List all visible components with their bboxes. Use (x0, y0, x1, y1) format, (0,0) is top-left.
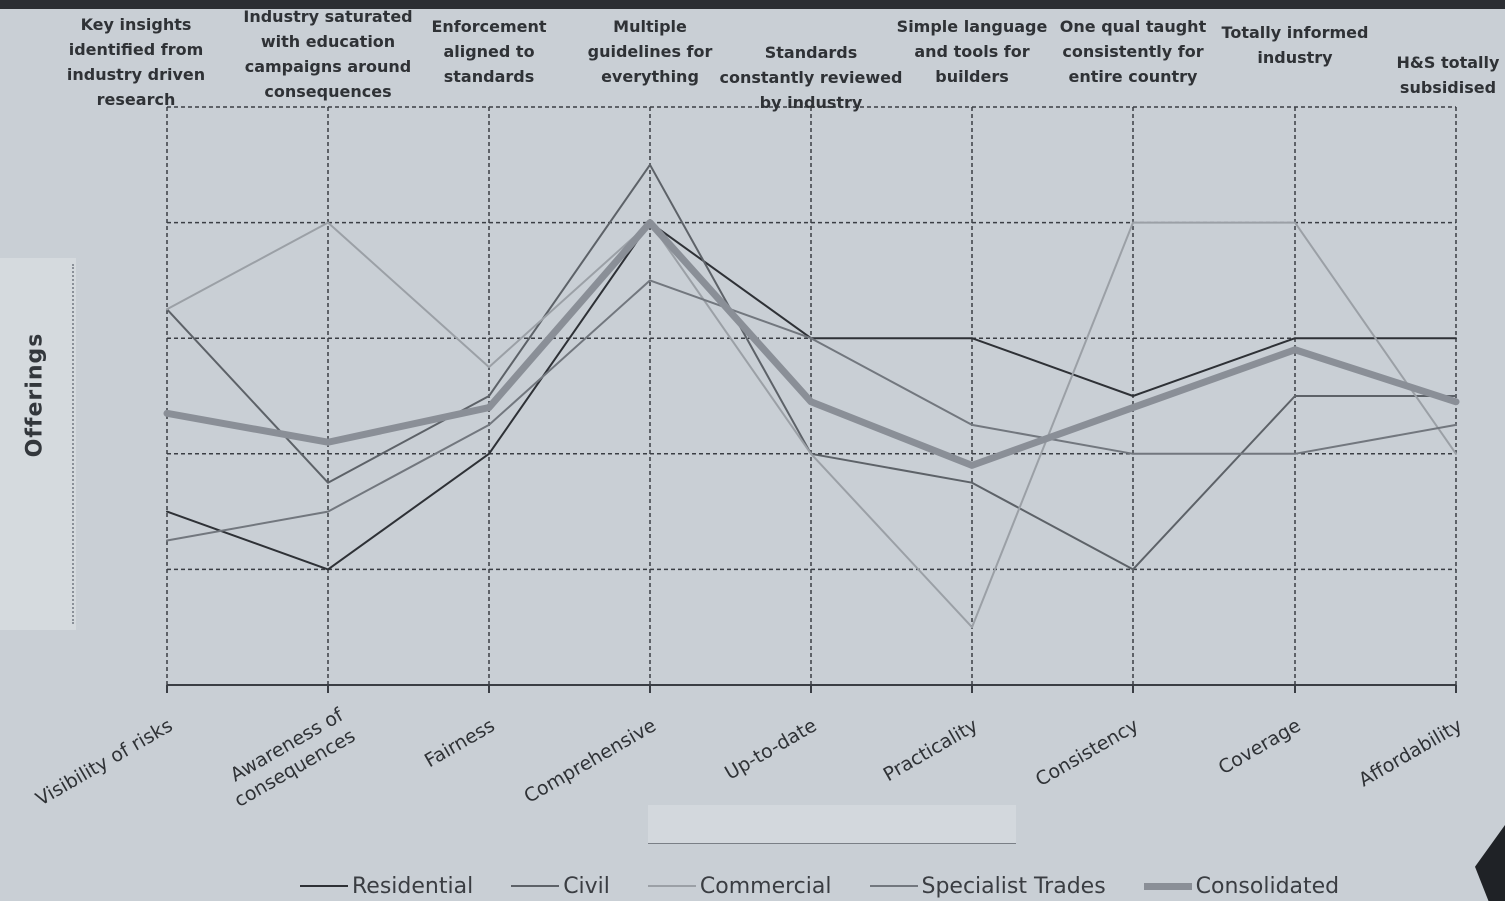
legend-label: Specialist Trades (921, 873, 1106, 899)
legend-item-consolidated: Consolidated (1143, 873, 1340, 899)
legend-item-civil: Civil (511, 874, 610, 899)
offering-label: Standards constantly reviewed by industr… (719, 43, 903, 112)
legend-swatch (647, 885, 696, 887)
offering-label: Industry saturated with education campai… (243, 7, 413, 101)
series-line-commercial (166, 221, 1457, 629)
series-line-specialist-trades (166, 279, 1457, 542)
legend-swatch (869, 885, 918, 887)
legend-label: Residential (352, 873, 474, 899)
legend-label: Consolidated (1195, 873, 1340, 899)
legend-label: Commercial (699, 873, 832, 899)
chart-legend: Residential Civil Commercial Specialist Tra… (300, 871, 1339, 901)
offering-label: Totally informed industry (1221, 23, 1369, 67)
side-panel (0, 258, 76, 630)
series-line-consolidated (163, 219, 1460, 469)
legend-item-residential: Residential (300, 874, 473, 899)
offering-label: H&S totally subsidised (1396, 53, 1500, 97)
legend-swatch (1143, 882, 1192, 890)
legend-swatch (511, 885, 560, 887)
offering-label: Multiple guidelines for everything (587, 17, 713, 86)
offering-label: Enforcement aligned to standards (431, 17, 547, 86)
window-top-bar (0, 0, 1505, 9)
legend-swatch (300, 885, 348, 887)
x-axis-title-placeholder (648, 805, 1016, 844)
offering-label: One qual taught consistently for entire … (1059, 17, 1207, 86)
offering-label: Key insights identified from industry dr… (66, 15, 206, 109)
legend-item-specialist-trades: Specialist Trades (869, 873, 1106, 899)
legend-label: Civil (563, 873, 610, 899)
offering-label: Simple language and tools for builders (896, 17, 1048, 86)
legend-item-commercial: Commercial (647, 873, 832, 899)
